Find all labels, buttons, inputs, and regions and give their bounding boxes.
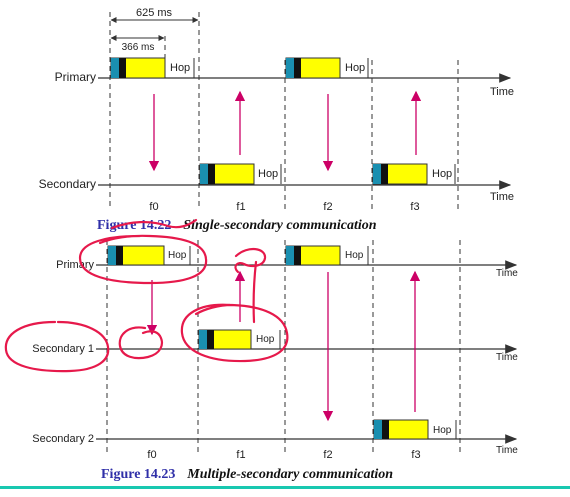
packet-secondary-f1: Hop xyxy=(199,163,282,185)
hop-label: Hop xyxy=(168,250,187,261)
hop-label: Hop xyxy=(432,168,452,180)
ink-curl-f1-arrow xyxy=(234,248,267,324)
time-label: Time xyxy=(496,445,518,456)
primary-label: Primary xyxy=(55,70,96,84)
time-label-secondary: Time xyxy=(490,191,514,203)
hop-label: Hop xyxy=(345,250,364,261)
packet-primary-f2: Hop xyxy=(285,57,369,79)
ink-circle-secondary1-packet xyxy=(180,303,289,363)
span-625-label: 625 ms xyxy=(136,7,173,19)
time-label: Time xyxy=(496,268,518,279)
secondary1-label: Secondary 1 xyxy=(32,343,94,355)
bottom-divider xyxy=(0,486,570,489)
time-label-primary: Time xyxy=(490,86,514,98)
packet-primary-f2: Hop xyxy=(285,245,369,266)
ink-loop-secondary1-f0 xyxy=(118,326,164,360)
caption-title: Multiple-secondary communication xyxy=(186,467,393,482)
slot-label: f3 xyxy=(411,449,420,461)
caption-title: Single-secondary communication xyxy=(183,218,377,233)
slot-boundaries xyxy=(109,12,459,210)
hop-label: Hop xyxy=(345,62,365,74)
slot-label: f2 xyxy=(323,449,332,461)
figure-caption: Figure 14.22 Single-secondary communicat… xyxy=(97,216,377,233)
slot-label: f1 xyxy=(236,201,245,213)
primary-label: Primary xyxy=(56,259,94,271)
hop-label: Hop xyxy=(170,62,190,74)
caption-number: Figure 14.23 xyxy=(101,467,175,482)
figure-14-22: 625 ms 366 ms Primary Time Secondary Tim… xyxy=(39,7,514,233)
packet-primary-f0: Hop xyxy=(107,245,191,266)
figure-14-23: Primary Time Secondary 1 Time Secondary … xyxy=(32,240,518,482)
slot-label: f3 xyxy=(410,201,419,213)
secondary2-label: Secondary 2 xyxy=(32,433,94,445)
caption-number: Figure 14.22 xyxy=(97,218,171,233)
hop-label: Hop xyxy=(258,168,278,180)
figure-caption: Figure 14.23 Multiple-secondary communic… xyxy=(101,465,393,482)
ink-circle-primary-packet xyxy=(78,234,208,285)
time-label: Time xyxy=(496,352,518,363)
packet-secondary1-f1: Hop xyxy=(198,329,281,350)
packet-primary-f0: Hop xyxy=(110,57,195,79)
ink-underline-figure-number xyxy=(110,218,198,230)
slot-label: f1 xyxy=(236,449,245,461)
ink-circle-secondary1-label xyxy=(4,320,110,373)
slot-label: f0 xyxy=(149,201,158,213)
secondary-label: Secondary xyxy=(39,177,96,191)
slot-label: f0 xyxy=(147,449,156,461)
pen-annotations xyxy=(4,218,289,373)
slot-label: f2 xyxy=(323,201,332,213)
hop-label: Hop xyxy=(433,425,452,436)
hop-label: Hop xyxy=(256,334,275,345)
packet-secondary-f3: Hop xyxy=(372,163,456,185)
packet-secondary2-f3: Hop xyxy=(373,419,457,440)
span-366-label: 366 ms xyxy=(122,42,155,53)
